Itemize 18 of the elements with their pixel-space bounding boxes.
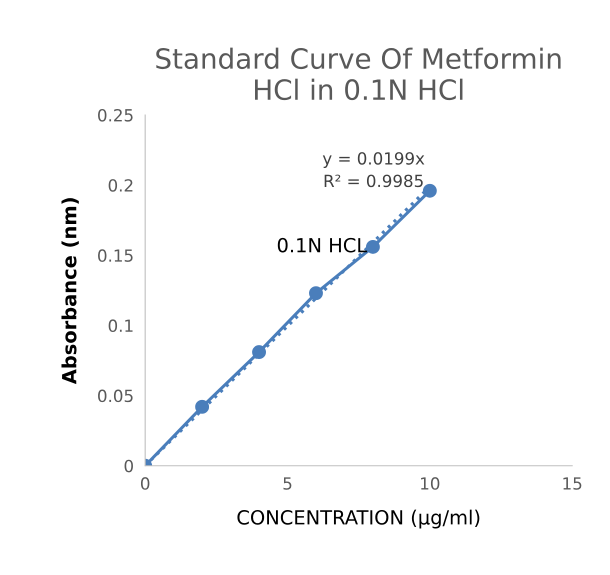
y-tick-label: 0 — [124, 460, 133, 472]
x-tick-label: 5 — [284, 477, 292, 490]
x-tick-label: 15 — [563, 477, 582, 490]
point — [309, 286, 323, 300]
x-axis-title: CONCENTRATION (µg/ml) — [237, 510, 480, 528]
point — [195, 400, 210, 414]
point — [422, 184, 437, 198]
y-tick-label: 0.15 — [98, 249, 133, 262]
x-tick-label: 10 — [421, 477, 440, 490]
y-tick-label: 0.2 — [108, 179, 132, 192]
annotation: y = 0.0199x R² = 0.9985 — [322, 152, 424, 188]
y-tick-label: 0.1 — [108, 319, 133, 332]
series-label: 0.1N HCL — [278, 238, 368, 253]
y-axis-title: Absorbance (nm) — [61, 198, 79, 384]
chart-title: Standard Curve Of Metformin HCl in 0.1N HCl — [156, 48, 561, 100]
x-tick-label: 0 — [140, 477, 150, 490]
y-tick-label: 0.25 — [98, 108, 133, 122]
y-tick-label: 0.05 — [98, 390, 133, 402]
